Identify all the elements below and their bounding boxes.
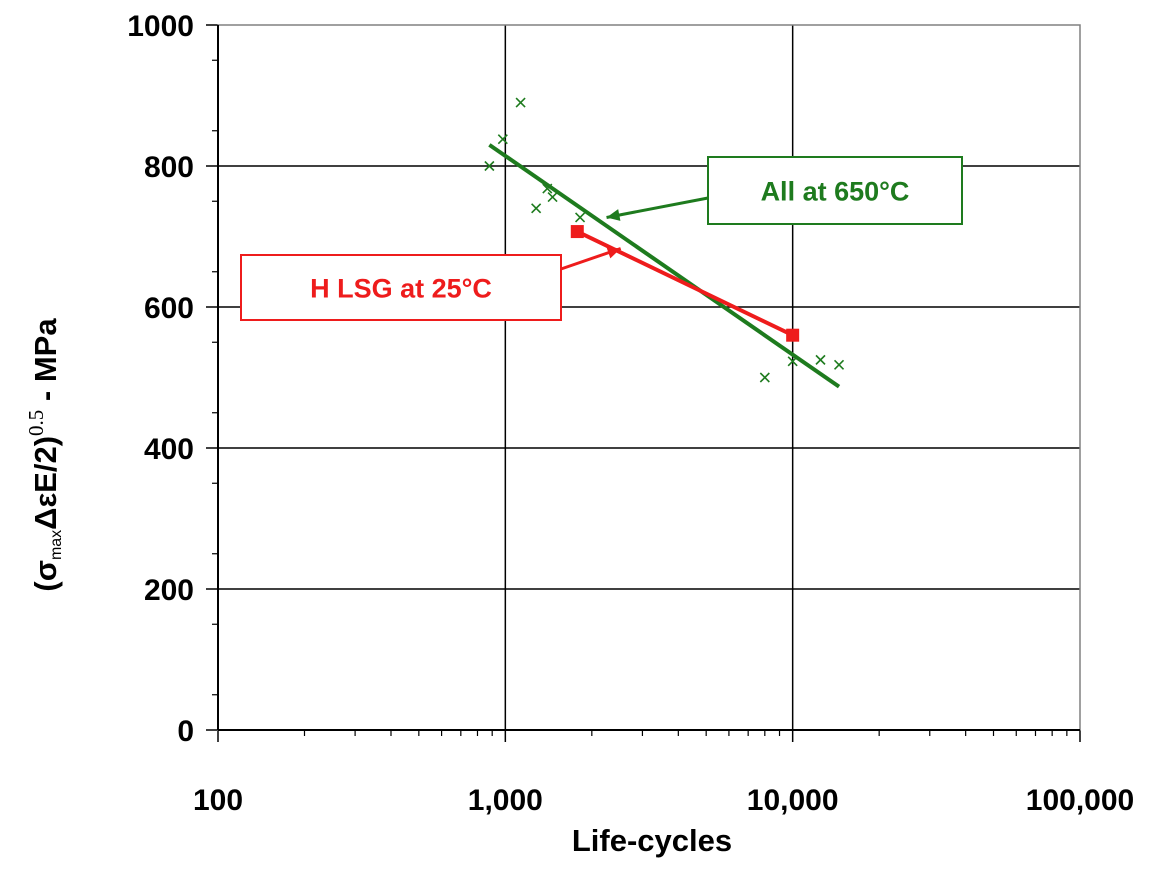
data-point-x-marker — [759, 372, 770, 383]
callout-label: All at 650°C — [761, 177, 910, 207]
y-tick-label: 800 — [144, 151, 194, 184]
callout-arrowhead — [606, 247, 621, 259]
data-point-square-marker — [570, 225, 584, 239]
fit-line — [488, 143, 841, 389]
plot-border — [217, 24, 1081, 731]
x-tick-label: 100 — [193, 784, 243, 817]
callout-leader-line — [606, 196, 709, 219]
y-axis-title: (σmaxΔεE/2)0.5 - MPa — [24, 318, 65, 592]
callout-all-650c: All at 650°C — [606, 156, 963, 225]
marker-stroke — [759, 372, 770, 383]
y-axis-title-prefix: (σ — [28, 560, 63, 592]
gridlines — [218, 25, 1080, 730]
marker-stroke — [815, 354, 826, 365]
annotation-layer: All at 650°C H LSG at 25°C — [240, 156, 963, 321]
y-tick-labels: 0 200 400 600 800 1000 — [127, 10, 194, 748]
marker-stroke — [547, 191, 558, 203]
callout-box — [707, 156, 963, 225]
marker-stroke — [515, 97, 526, 108]
data-point-x-marker — [497, 134, 508, 145]
y-axis-title-suffix: - MPa — [28, 318, 63, 410]
y-tick-label: 0 — [177, 715, 194, 748]
data-point-x-marker — [833, 359, 845, 370]
fit-line — [576, 229, 794, 338]
data-point-x-marker — [531, 203, 542, 214]
y-axis-title-subscript: max — [48, 530, 65, 560]
y-axis-title-middle: ΔεE/2) — [28, 436, 63, 530]
callout-arrowhead — [606, 209, 621, 221]
marker-stroke — [484, 160, 495, 172]
callout-box — [240, 254, 562, 321]
data-point-x-marker — [574, 212, 586, 223]
series-all-650c — [484, 97, 845, 389]
marker-stroke — [787, 356, 798, 367]
series-layer — [484, 97, 845, 389]
marker-stroke — [574, 212, 586, 223]
data-point-x-marker — [547, 191, 558, 203]
x-tick-labels: 100 1,000 10,000 100,000 — [193, 784, 1134, 817]
callout-h-lsg-25c: H LSG at 25°C — [240, 247, 622, 321]
data-point-square-marker — [786, 328, 800, 342]
series-h-lsg-25c — [570, 225, 800, 342]
data-point-x-marker — [815, 354, 826, 365]
marker-stroke — [497, 134, 508, 145]
data-point-x-marker — [484, 160, 495, 172]
x-axis-title: Life-cycles — [572, 823, 732, 858]
marker-stroke — [833, 359, 845, 370]
marker-stroke — [542, 183, 553, 194]
x-tick-label: 100,000 — [1026, 784, 1134, 817]
y-tick-label: 200 — [144, 574, 194, 607]
plot-frame — [206, 24, 1081, 742]
y-tick-label: 400 — [144, 433, 194, 466]
data-point-x-marker — [542, 183, 553, 194]
marker-stroke — [531, 203, 542, 214]
x-tick-label: 1,000 — [468, 784, 543, 817]
y-tick-label: 600 — [144, 292, 194, 325]
callout-label: H LSG at 25°C — [310, 274, 492, 304]
x-tick-label: 10,000 — [747, 784, 839, 817]
data-point-x-marker — [787, 356, 798, 367]
data-point-x-marker — [515, 97, 526, 108]
y-tick-label: 1000 — [127, 10, 194, 43]
y-axis-title-superscript: 0.5 — [24, 410, 48, 436]
